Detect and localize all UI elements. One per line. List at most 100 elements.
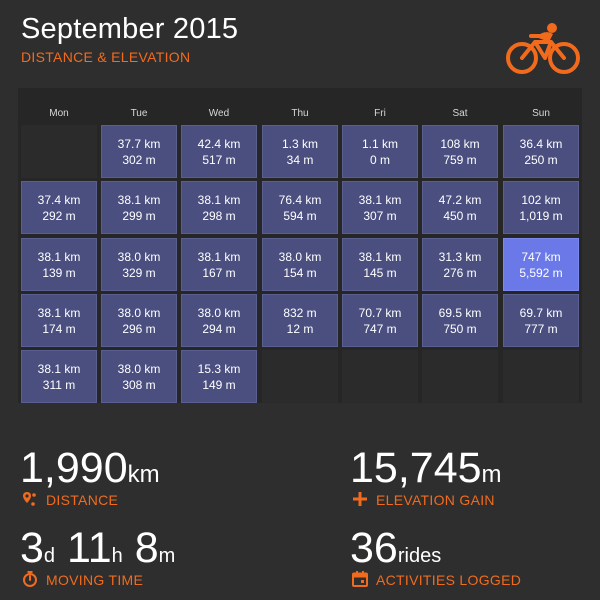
stopwatch-icon bbox=[23, 571, 37, 587]
day-elevation: 0 m bbox=[369, 153, 390, 167]
day-elevation: 311 m bbox=[42, 378, 76, 392]
day-elevation: 1,019 m bbox=[519, 209, 563, 223]
activities-unit: rides bbox=[397, 545, 442, 567]
moving-time-days: 3 bbox=[20, 524, 44, 572]
calendar-day-cell[interactable]: 38.1 km 174 m bbox=[21, 294, 97, 347]
calendar-day-cell[interactable]: 38.0 km 308 m bbox=[101, 350, 177, 403]
day-distance: 31.3 km bbox=[438, 250, 482, 264]
plus-icon bbox=[353, 492, 367, 506]
day-distance: 38.1 km bbox=[197, 193, 241, 207]
moving-time-value-line: 3d 11h 8m bbox=[20, 526, 320, 578]
calendar-day-cell[interactable]: 76.4 km 594 m bbox=[262, 181, 338, 234]
elevation-stat: 15,745m ELEVATION GAIN bbox=[350, 446, 590, 516]
calendar-day-cell[interactable]: 31.3 km 276 m bbox=[422, 238, 498, 291]
calendar-day-cell[interactable]: 42.4 km 517 m bbox=[181, 125, 257, 178]
day-distance: 69.7 km bbox=[519, 306, 563, 320]
calendar-day-cell[interactable]: 38.1 km 311 m bbox=[21, 350, 97, 403]
distance-value: 1,990 bbox=[20, 444, 128, 492]
day-elevation: 329 m bbox=[122, 266, 156, 280]
day-distance: 108 km bbox=[440, 137, 480, 151]
day-header-wed: Wed bbox=[208, 108, 230, 119]
day-distance: 1.3 km bbox=[281, 137, 318, 151]
calendar-day-cell[interactable]: 38.1 km 167 m bbox=[181, 238, 257, 291]
day-elevation: 302 m bbox=[122, 153, 156, 167]
day-elevation: 292 m bbox=[42, 209, 76, 223]
moving-time-hours-unit: h bbox=[111, 545, 123, 567]
day-elevation: 174 m bbox=[42, 322, 76, 336]
calendar-day-cell[interactable]: 38.0 km 294 m bbox=[181, 294, 257, 347]
calendar-day-empty bbox=[422, 350, 498, 403]
calendar-day-cell[interactable]: 38.1 km 298 m bbox=[181, 181, 257, 234]
distance-label: DISTANCE bbox=[46, 492, 119, 508]
distance-unit: km bbox=[127, 461, 160, 488]
moving-time-days-unit: d bbox=[43, 545, 56, 567]
day-elevation: 759 m bbox=[443, 153, 477, 167]
moving-time-hours: 11 bbox=[67, 524, 112, 572]
day-distance: 38.1 km bbox=[358, 193, 402, 207]
elevation-unit: m bbox=[481, 461, 502, 488]
calendar-day-cell[interactable]: 69.5 km 750 m bbox=[422, 294, 498, 347]
day-elevation: 12 m bbox=[286, 322, 314, 336]
calendar-day-cell-highlight[interactable]: 747 km 5,592 m bbox=[503, 238, 579, 291]
calendar-day-cell[interactable]: 38.1 km 145 m bbox=[342, 238, 418, 291]
calendar-day-cell[interactable]: 102 km 1,019 m bbox=[503, 181, 579, 234]
elevation-label: ELEVATION GAIN bbox=[376, 492, 495, 508]
calendar-icon bbox=[352, 571, 368, 587]
calendar-day-cell[interactable]: 37.4 km 292 m bbox=[21, 181, 97, 234]
calendar-day-cell[interactable]: 38.0 km 296 m bbox=[101, 294, 177, 347]
calendar-day-cell[interactable]: 38.0 km 154 m bbox=[262, 238, 338, 291]
day-distance: 36.4 km bbox=[519, 137, 563, 151]
calendar-day-empty bbox=[342, 350, 418, 403]
day-elevation: 276 m bbox=[443, 266, 477, 280]
calendar-day-cell[interactable]: 38.0 km 329 m bbox=[101, 238, 177, 291]
calendar-day-cell[interactable]: 38.1 km 299 m bbox=[101, 181, 177, 234]
day-elevation: 154 m bbox=[283, 266, 317, 280]
day-elevation: 517 m bbox=[202, 153, 236, 167]
day-elevation: 299 m bbox=[122, 209, 156, 223]
calendar-day-cell[interactable]: 832 m 12 m bbox=[262, 294, 338, 347]
calendar-day-cell[interactable]: 70.7 km 747 m bbox=[342, 294, 418, 347]
bicycle-rider-icon bbox=[506, 23, 580, 74]
day-elevation: 167 m bbox=[202, 266, 236, 280]
day-distance: 42.4 km bbox=[197, 137, 241, 151]
day-header-sat: Sat bbox=[452, 108, 468, 119]
calendar-day-cell[interactable]: 15.3 km 149 m bbox=[181, 350, 257, 403]
day-elevation: 250 m bbox=[524, 153, 558, 167]
calendar-day-empty bbox=[21, 125, 97, 178]
calendar-day-cell[interactable]: 108 km 759 m bbox=[422, 125, 498, 178]
calendar-day-cell[interactable]: 1.3 km 34 m bbox=[262, 125, 338, 178]
day-header-tue: Tue bbox=[130, 108, 148, 119]
day-distance: 38.1 km bbox=[37, 306, 81, 320]
day-elevation: 139 m bbox=[42, 266, 76, 280]
day-distance: 102 km bbox=[521, 193, 561, 207]
activities-stat: 36rides ACTIVITIES LOGGED bbox=[350, 526, 590, 596]
day-distance: 747 km bbox=[521, 250, 561, 264]
distance-stat: 1,990km DISTANCE bbox=[20, 446, 290, 516]
moving-time-stat: 3d 11h 8m MOVING TIME bbox=[20, 526, 320, 596]
calendar-day-cell[interactable]: 38.1 km 307 m bbox=[342, 181, 418, 234]
day-elevation: 750 m bbox=[443, 322, 477, 336]
day-elevation: 594 m bbox=[283, 209, 317, 223]
day-distance: 38.1 km bbox=[358, 250, 402, 264]
page-title: September 2015 bbox=[21, 13, 239, 45]
calendar-day-cell[interactable]: 47.2 km 450 m bbox=[422, 181, 498, 234]
calendar-day-cell[interactable]: 37.7 km 302 m bbox=[101, 125, 177, 178]
calendar-day-cell[interactable]: 36.4 km 250 m bbox=[503, 125, 579, 178]
calendar-day-cell[interactable]: 38.1 km 139 m bbox=[21, 238, 97, 291]
day-distance: 38.0 km bbox=[197, 306, 241, 320]
day-header-fri: Fri bbox=[374, 108, 386, 119]
day-elevation: 294 m bbox=[202, 322, 236, 336]
day-elevation: 308 m bbox=[122, 378, 156, 392]
day-elevation: 145 m bbox=[363, 266, 397, 280]
day-elevation: 298 m bbox=[202, 209, 236, 223]
calendar-day-cell[interactable]: 1.1 km 0 m bbox=[342, 125, 418, 178]
page-subtitle: DISTANCE & ELEVATION bbox=[21, 49, 191, 65]
day-elevation: 5,592 m bbox=[519, 266, 563, 280]
day-distance: 37.7 km bbox=[117, 137, 161, 151]
day-elevation: 296 m bbox=[122, 322, 156, 336]
calendar-day-empty bbox=[262, 350, 338, 403]
day-distance: 1.1 km bbox=[361, 137, 398, 151]
activities-value: 36 bbox=[350, 524, 398, 572]
calendar-day-cell[interactable]: 69.7 km 777 m bbox=[503, 294, 579, 347]
day-elevation: 450 m bbox=[443, 209, 477, 223]
